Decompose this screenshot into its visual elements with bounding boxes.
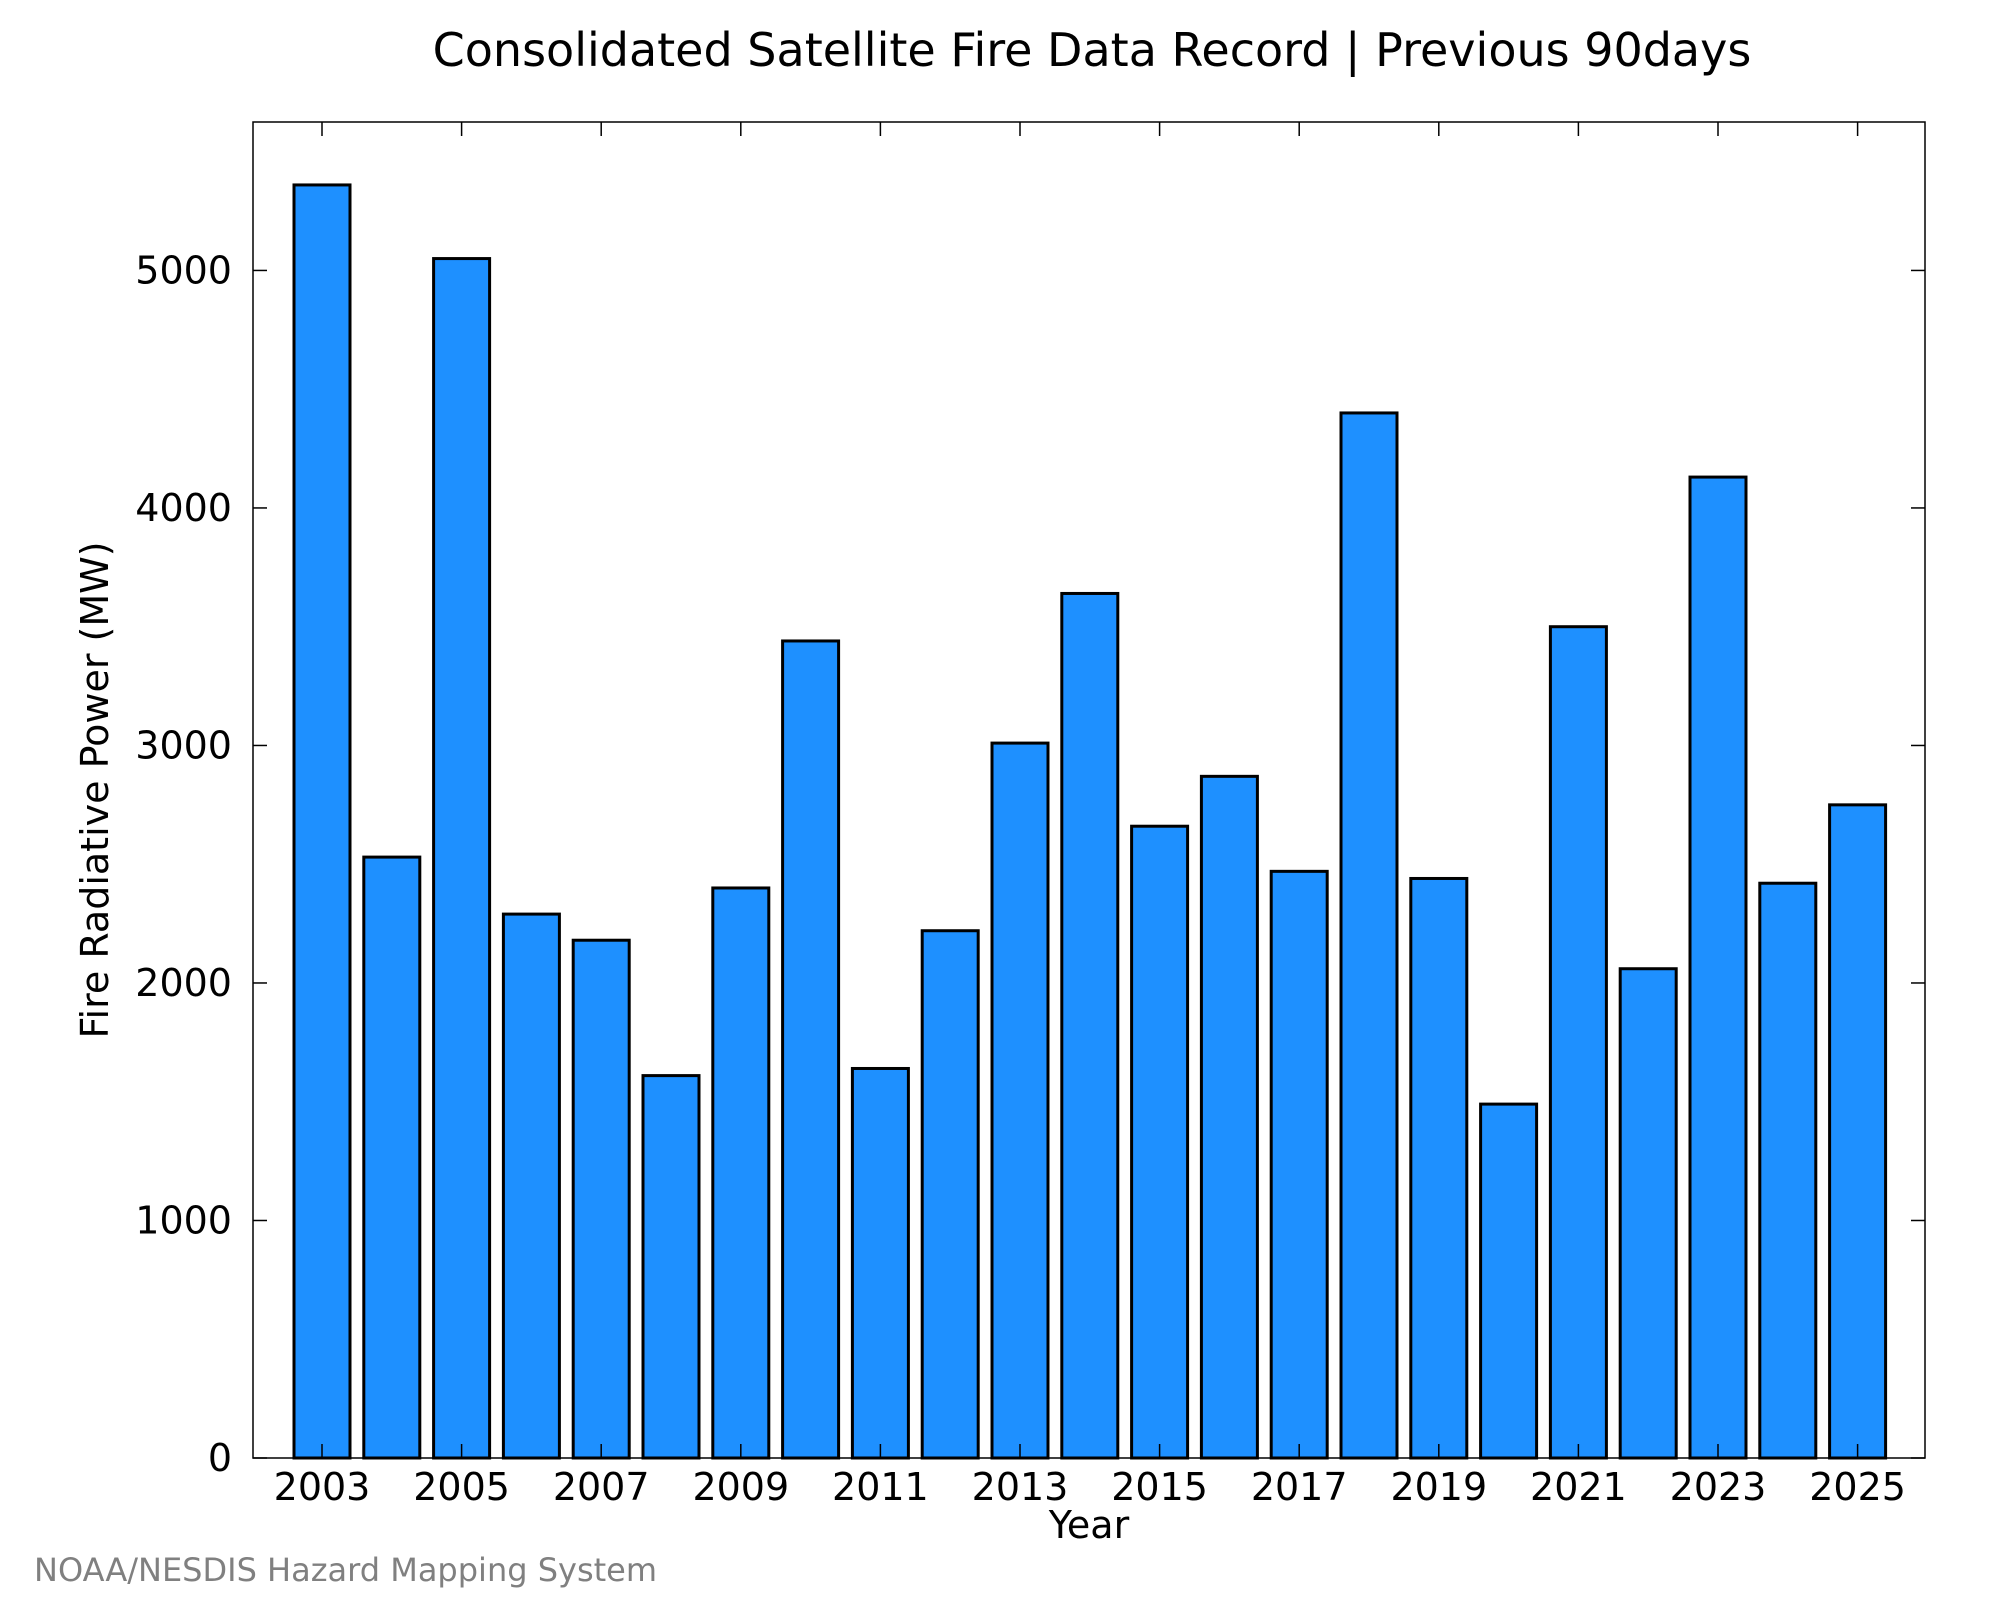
bar-2009 (711, 886, 771, 1460)
bar-2012 (920, 929, 980, 1460)
x-tick-label-2005: 2005 (413, 1465, 510, 1509)
x-tick-label-2019: 2019 (1390, 1465, 1487, 1509)
bar-2022 (1618, 967, 1678, 1460)
source-credit: NOAA/NESDIS Hazard Mapping System (34, 1551, 657, 1589)
bar-2014 (1060, 591, 1120, 1460)
x-tick-label-2003: 2003 (274, 1465, 371, 1509)
bar-2013 (990, 741, 1050, 1460)
bar-2019 (1409, 876, 1469, 1460)
bars-group (292, 183, 1888, 1460)
bar-2003 (292, 183, 352, 1460)
bar-2023 (1688, 475, 1748, 1460)
bar-2004 (362, 855, 422, 1460)
x-tick-label-2023: 2023 (1670, 1465, 1767, 1509)
bar-2020 (1479, 1102, 1539, 1460)
bar-2008 (641, 1074, 701, 1460)
plot-frame (252, 121, 1926, 1459)
x-tick-label-2015: 2015 (1111, 1465, 1208, 1509)
bar-2015 (1130, 824, 1190, 1460)
bar-2016 (1199, 774, 1259, 1460)
x-tick-label-2025: 2025 (1809, 1465, 1906, 1509)
x-tick-label-2007: 2007 (553, 1465, 650, 1509)
bar-2017 (1269, 869, 1329, 1460)
y-tick-label-5000: 5000 (135, 248, 232, 292)
x-tick-label-2013: 2013 (972, 1465, 1069, 1509)
bar-2010 (781, 639, 841, 1460)
chart-title: Consolidated Satellite Fire Data Record … (433, 23, 1752, 78)
bar-2024 (1758, 881, 1818, 1460)
y-axis-label: Fire Radiative Power (MW) (73, 541, 117, 1038)
x-tick-labels: 2003 2005 2007 2009 2011 2013 2015 2017 2019 2021… (274, 1465, 1906, 1509)
bar-2007 (571, 938, 631, 1460)
bar-2025 (1828, 803, 1888, 1460)
y-tick-label-3000: 3000 (135, 723, 232, 767)
y-tick-label-2000: 2000 (135, 961, 232, 1005)
y-tick-label-4000: 4000 (135, 486, 232, 530)
x-tick-label-2021: 2021 (1530, 1465, 1627, 1509)
bar-2011 (850, 1066, 910, 1460)
x-tick-label-2017: 2017 (1251, 1465, 1348, 1509)
bar-2006 (501, 912, 561, 1460)
x-axis-label: Year (1048, 1503, 1130, 1547)
bar-2005 (432, 257, 492, 1460)
bar-2018 (1339, 411, 1399, 1460)
x-tick-label-2009: 2009 (692, 1465, 789, 1509)
bar-2021 (1548, 625, 1608, 1460)
y-tick-label-0: 0 (208, 1436, 232, 1480)
y-tick-label-1000: 1000 (135, 1198, 232, 1242)
x-tick-label-2011: 2011 (832, 1465, 929, 1509)
y-tick-labels: 0 1000 2000 3000 4000 5000 (135, 248, 232, 1480)
